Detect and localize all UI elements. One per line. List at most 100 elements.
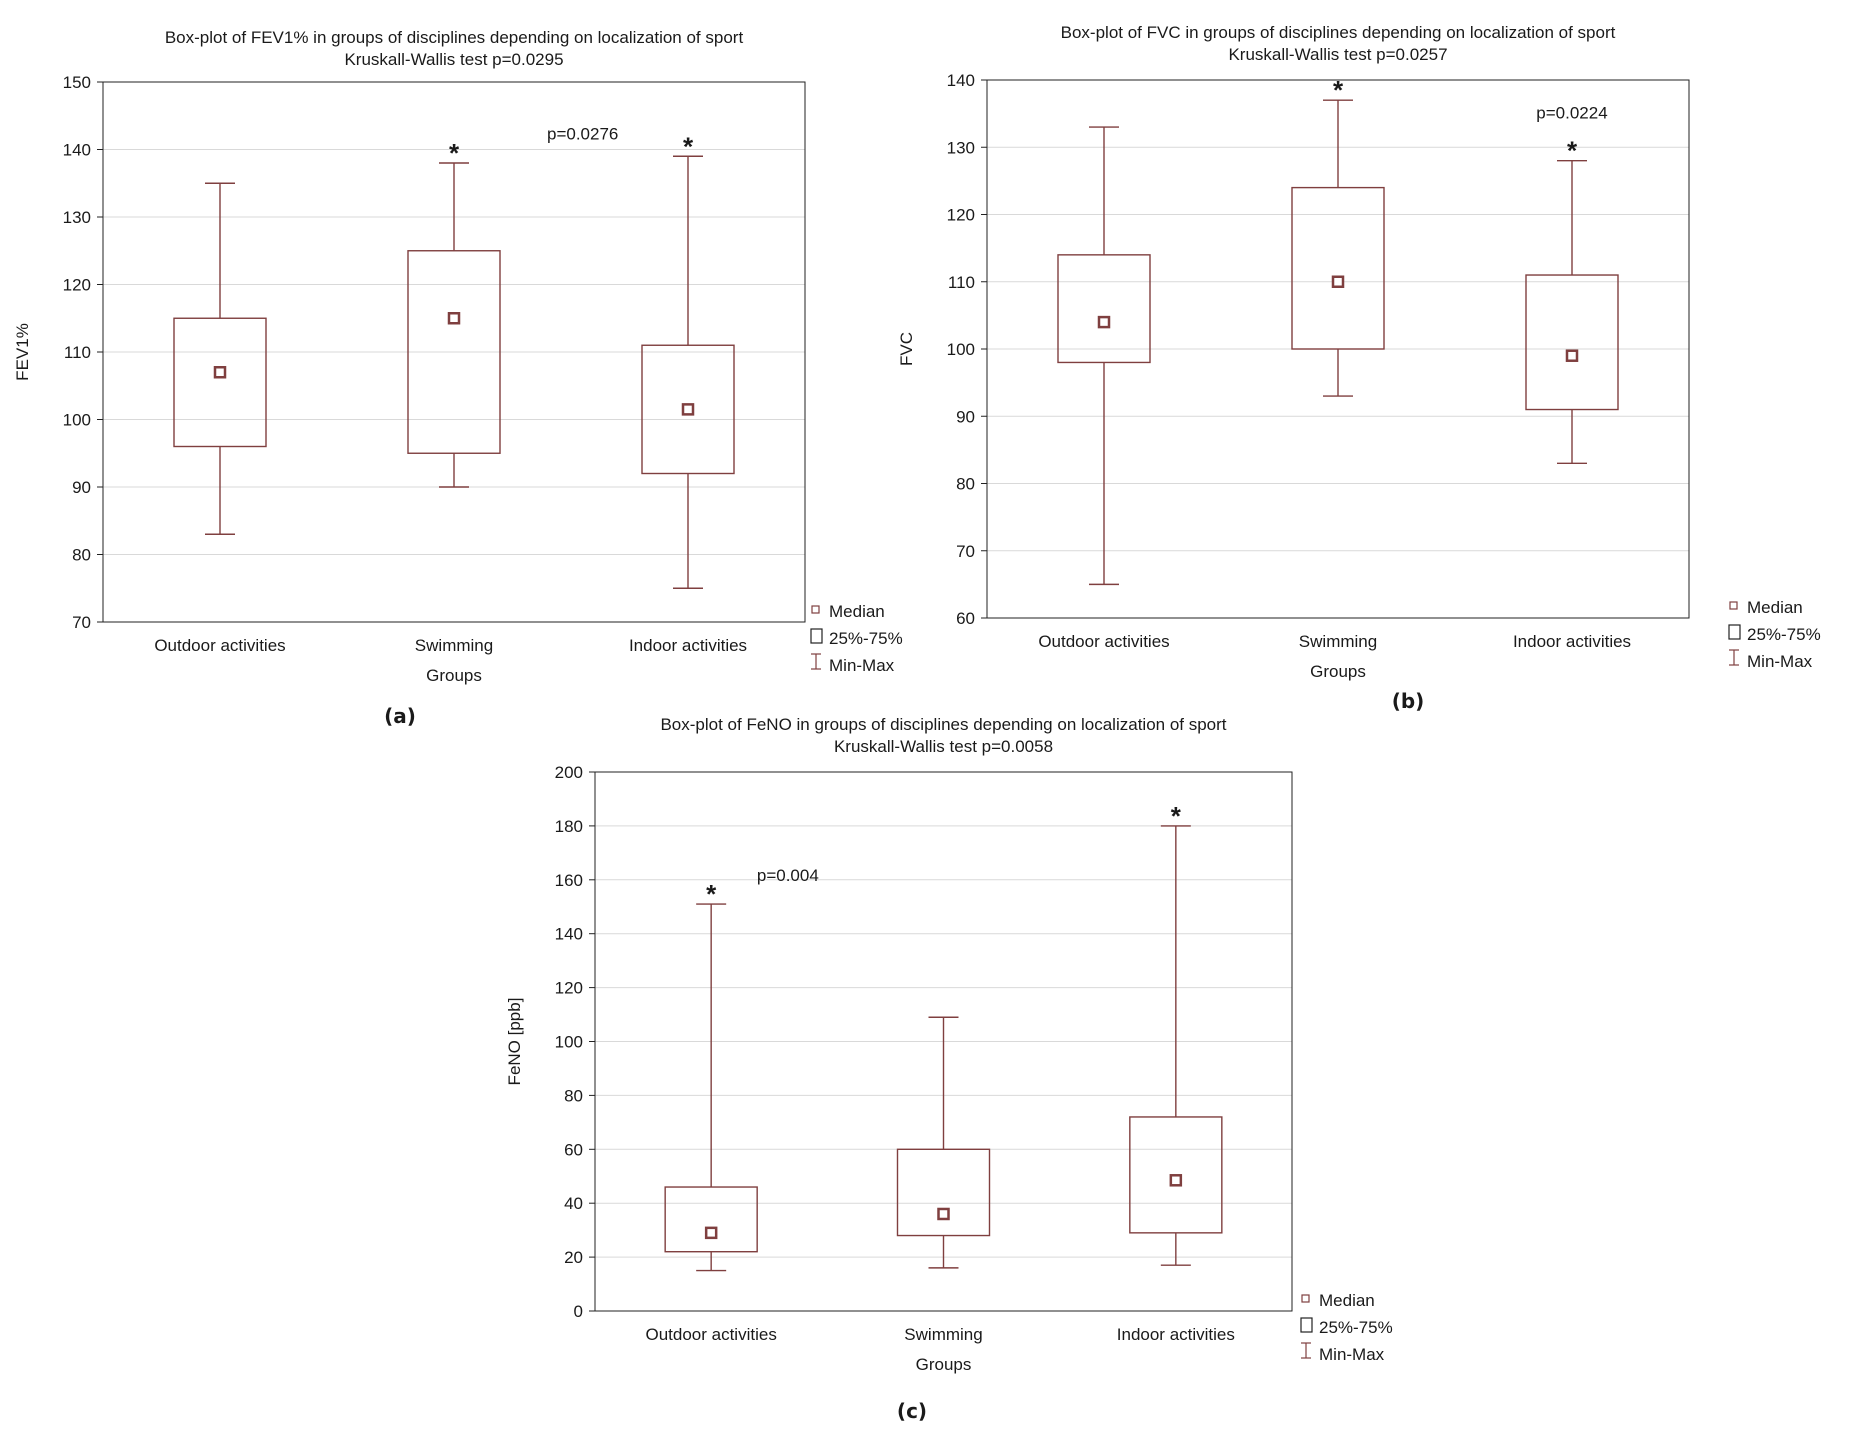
legend: Median 25%-75% Min-Max <box>810 602 903 675</box>
iqr-box <box>407 250 501 454</box>
legend-box-label: 25%-75% <box>1747 625 1821 644</box>
y-tick-label: 100 <box>63 411 91 430</box>
panel-label: (c) <box>897 1399 927 1423</box>
chart-title: Box-plot of FVC in groups of disciplines… <box>1061 23 1616 42</box>
chart-subtitle: Kruskall-Wallis test p=0.0257 <box>1228 45 1447 64</box>
iqr-box <box>664 1186 758 1253</box>
x-tick-label: Indoor activities <box>629 636 747 655</box>
y-tick-label: 80 <box>72 546 91 565</box>
p-value-annotation: p=0.0276 <box>547 124 618 143</box>
x-tick-label: Outdoor activities <box>645 1325 776 1344</box>
y-tick-label: 140 <box>555 925 583 944</box>
y-tick-label: 110 <box>948 273 975 292</box>
x-tick-label: Outdoor activities <box>154 636 285 655</box>
y-tick-label: 100 <box>555 1033 583 1052</box>
y-tick-label: 0 <box>574 1302 583 1321</box>
median-marker <box>937 1207 950 1221</box>
significance-star: * <box>683 131 694 161</box>
x-tick-label: Swimming <box>415 636 493 655</box>
chart-title: Box-plot of FeNO in groups of discipline… <box>660 715 1226 734</box>
median-marker <box>1565 349 1579 362</box>
chart-panel-1: Box-plot of FEV1% in groups of disciplin… <box>13 28 903 728</box>
p-value-annotation: p=0.0224 <box>1536 103 1607 122</box>
median-marker <box>1097 315 1111 329</box>
y-tick-label: 130 <box>63 208 91 227</box>
iqr-box <box>896 1148 991 1237</box>
plot-frame <box>594 771 1293 1312</box>
y-tick-label: 140 <box>63 141 91 160</box>
significance-star: * <box>1333 75 1344 105</box>
y-tick-label: 110 <box>64 343 91 362</box>
y-tick-label: 120 <box>947 206 975 225</box>
iqr-box <box>1129 1116 1223 1234</box>
x-tick-label: Indoor activities <box>1117 1325 1235 1344</box>
legend-box-icon <box>1728 624 1741 640</box>
legend-median-label: Median <box>1747 598 1803 617</box>
chart-panel-2: Box-plot of FVC in groups of disciplines… <box>897 23 1821 713</box>
y-tick-label: 60 <box>956 609 975 628</box>
y-tick-label: 70 <box>956 542 975 561</box>
legend: Median 25%-75% Min-Max <box>1728 598 1821 671</box>
legend-minmax-label: Min-Max <box>1319 1345 1385 1364</box>
x-tick-label: Swimming <box>1299 632 1377 651</box>
x-tick-label: Swimming <box>904 1325 982 1344</box>
plot-frame <box>986 79 1690 619</box>
y-tick-label: 80 <box>956 475 975 494</box>
legend-median-label: Median <box>829 602 885 621</box>
legend-box-icon <box>810 628 823 644</box>
y-tick-label: 130 <box>947 138 975 157</box>
iqr-box <box>1291 186 1385 350</box>
x-tick-label: Indoor activities <box>1513 632 1631 651</box>
y-tick-label: 70 <box>72 613 91 632</box>
y-tick-label: 20 <box>564 1248 583 1267</box>
y-tick-label: 160 <box>555 871 583 890</box>
median-marker <box>447 312 461 325</box>
legend-median-icon <box>1729 601 1738 610</box>
median-marker <box>213 366 227 379</box>
y-tick-label: 80 <box>564 1086 583 1105</box>
y-tick-label: 140 <box>947 71 975 90</box>
legend-median-icon <box>1301 1294 1310 1303</box>
chart-subtitle: Kruskall-Wallis test p=0.0295 <box>344 50 563 69</box>
chart-panel-3: Box-plot of FeNO in groups of discipline… <box>505 715 1393 1423</box>
legend-box-label: 25%-75% <box>829 629 903 648</box>
iqr-box <box>1057 254 1151 364</box>
median-marker <box>704 1226 718 1240</box>
iqr-box <box>173 317 267 448</box>
iqr-box <box>1525 274 1619 411</box>
iqr-box <box>641 344 735 475</box>
significance-star: * <box>1171 801 1182 831</box>
legend-minmax-label: Min-Max <box>1747 652 1813 671</box>
y-tick-label: 200 <box>555 763 583 782</box>
y-tick-label: 150 <box>63 73 91 92</box>
panel-label: (b) <box>1392 689 1425 713</box>
legend-median-icon <box>811 605 820 614</box>
x-axis-label: Groups <box>426 666 482 685</box>
y-axis-label: FVC <box>897 332 916 366</box>
legend: Median 25%-75% Min-Max <box>1300 1291 1393 1364</box>
y-tick-label: 120 <box>555 979 583 998</box>
y-tick-label: 60 <box>564 1140 583 1159</box>
median-marker <box>681 403 695 416</box>
median-marker <box>1169 1174 1183 1187</box>
chart-subtitle: Kruskall-Wallis test p=0.0058 <box>834 737 1053 756</box>
significance-star: * <box>449 138 460 168</box>
legend-minmax-label: Min-Max <box>829 656 895 675</box>
p-value-annotation: p=0.004 <box>757 866 819 885</box>
y-tick-label: 90 <box>72 478 91 497</box>
plot-frame <box>102 81 806 623</box>
x-axis-label: Groups <box>916 1355 972 1374</box>
y-tick-label: 120 <box>63 276 91 295</box>
legend-box-icon <box>1300 1317 1313 1333</box>
y-tick-label: 100 <box>947 340 975 359</box>
significance-star: * <box>1567 136 1578 166</box>
y-tick-label: 180 <box>555 817 583 836</box>
x-tick-label: Outdoor activities <box>1038 632 1169 651</box>
legend-box-label: 25%-75% <box>1319 1318 1393 1337</box>
x-axis-label: Groups <box>1310 662 1366 681</box>
significance-star: * <box>706 879 717 909</box>
y-tick-label: 40 <box>564 1194 583 1213</box>
y-axis-label: FeNO [ppb] <box>505 998 524 1086</box>
y-tick-label: 90 <box>956 407 975 426</box>
